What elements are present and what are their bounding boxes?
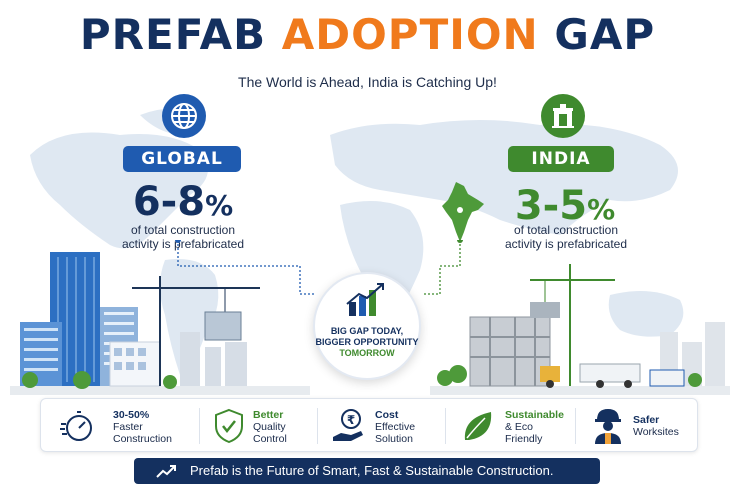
global-percent-value: 6-8 (132, 179, 206, 225)
feature-faster-line2: Faster (113, 421, 143, 433)
center-line3: TOMORROW (339, 348, 395, 358)
india-desc-line1: of total construction (513, 223, 619, 237)
title-word-prefab: PREFAB (79, 10, 267, 59)
feature-quality-line1: Better (253, 409, 284, 421)
india-construction-illustration (430, 264, 730, 395)
global-skyline-illustration (10, 252, 310, 395)
footer-text: Prefab is the Future of Smart, Fast & Su… (190, 463, 554, 478)
title-word-gap: GAP (554, 10, 656, 59)
feature-sustainable-text: Sustainable & Eco Friendly (505, 409, 564, 445)
feature-quality-line3: Control (253, 433, 287, 445)
feature-safety-text: Safer Worksites (633, 414, 679, 438)
feature-cost-line2: Effective (375, 421, 416, 433)
feature-faster-text: 30-50% Faster Construction (113, 409, 172, 445)
stopwatch-icon (60, 411, 92, 441)
feature-sustainable-line1: Sustainable (505, 409, 564, 421)
feature-quality: Better Quality Control (199, 399, 317, 453)
india-percent: 3-5% (482, 184, 648, 232)
feature-quality-line2: Quality (253, 421, 286, 433)
feature-faster: 30-50% Faster Construction (41, 399, 199, 453)
features-strip: 30-50% Faster Construction Better Qualit… (40, 398, 698, 452)
feature-divider (317, 408, 318, 444)
global-percent-sign: % (205, 189, 234, 222)
india-description: of total construction activity is prefab… (478, 223, 654, 251)
feature-divider (575, 408, 576, 444)
footer-banner: Prefab is the Future of Smart, Fast & Su… (134, 458, 600, 484)
india-desc-line2: activity is prefabricated (504, 237, 628, 251)
title-word-adoption: ADOPTION (281, 10, 539, 59)
svg-text:₹: ₹ (347, 413, 355, 427)
feature-sustainable-line3: Friendly (505, 433, 543, 445)
trend-arrow-icon (156, 465, 176, 478)
center-line2: BIGGER OPPORTUNITY (315, 337, 419, 347)
feature-safety-line1: Safer (633, 414, 660, 426)
india-label: INDIA (508, 146, 614, 172)
feature-sustainable: Sustainable & Eco Friendly (445, 399, 575, 453)
india-gate-icon (541, 94, 585, 138)
feature-faster-line1: 30-50% (113, 409, 150, 421)
growth-chart-icon (346, 283, 384, 316)
connector-lines (175, 240, 463, 295)
global-label: GLOBAL (123, 146, 241, 172)
opportunity-badge: BIG GAP TODAY, BIGGER OPPORTUNITY TOMORR… (313, 272, 421, 380)
globe-icon (162, 94, 206, 138)
feature-cost: ₹ Cost Effective Solution (317, 399, 445, 453)
shield-check-icon (215, 408, 243, 444)
global-description: of total construction activity is prefab… (95, 223, 271, 251)
feature-cost-line3: Solution (375, 433, 413, 445)
page-title: PREFAB ADOPTION GAP (0, 10, 735, 60)
india-percent-sign: % (587, 193, 616, 226)
india-percent-value: 3-5 (514, 183, 588, 229)
india-map-icon (442, 182, 484, 242)
global-desc-line2: activity is prefabricated (121, 237, 245, 251)
center-line1: BIG GAP TODAY, (330, 326, 404, 336)
feature-divider (199, 408, 200, 444)
feature-faster-line3: Construction (113, 433, 172, 445)
feature-divider (445, 408, 446, 444)
leaf-icon (464, 412, 492, 440)
feature-cost-text: Cost Effective Solution (375, 409, 415, 445)
feature-safety: Safer Worksites (575, 399, 697, 453)
page-subtitle: The World is Ahead, India is Catching Up… (238, 74, 497, 90)
worker-icon (595, 409, 621, 444)
feature-sustainable-line2: & Eco (505, 421, 534, 433)
feature-cost-line1: Cost (375, 409, 399, 421)
global-desc-line1: of total construction (130, 223, 236, 237)
rupee-hand-icon: ₹ (333, 409, 363, 441)
feature-quality-text: Better Quality Control (253, 409, 287, 445)
feature-safety-line2: Worksites (633, 426, 679, 438)
global-percent: 6-8% (100, 180, 266, 228)
